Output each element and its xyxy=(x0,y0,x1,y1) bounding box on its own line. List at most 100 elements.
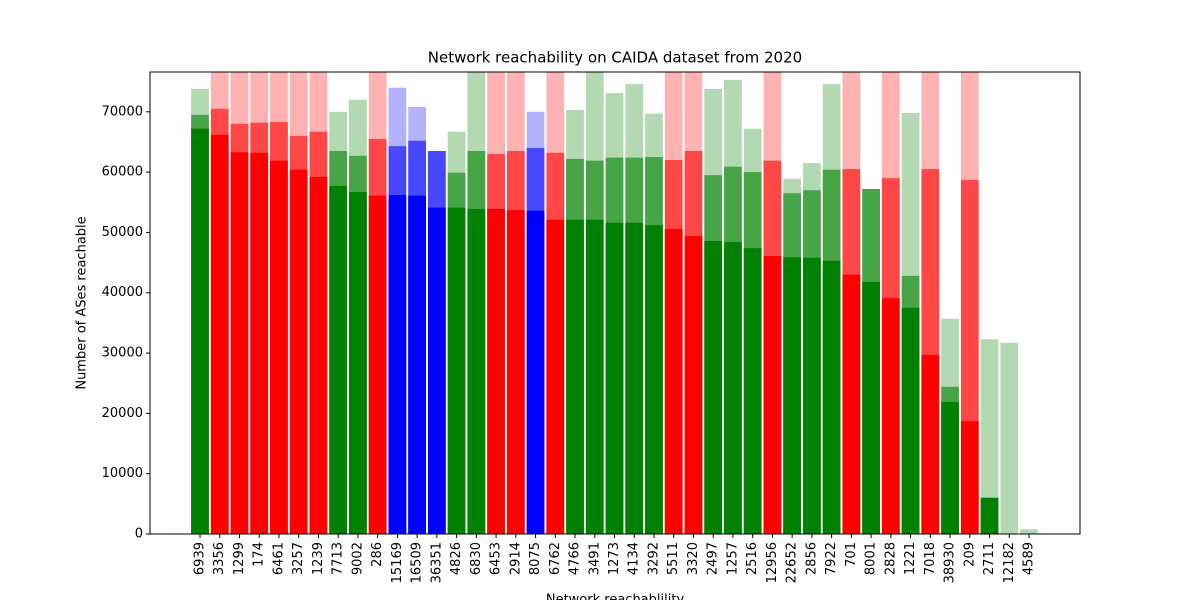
bar xyxy=(664,228,683,534)
y-tick-label: 50000 xyxy=(102,225,143,240)
y-tick-label: 20000 xyxy=(102,406,143,421)
x-tick-label: 286 xyxy=(370,542,385,567)
x-tick-label: 8001 xyxy=(864,542,879,575)
y-tick-label: 30000 xyxy=(102,346,143,361)
bar xyxy=(645,225,663,534)
bar xyxy=(822,260,841,534)
x-tick-label: 3491 xyxy=(587,542,602,575)
bar xyxy=(862,281,880,534)
bar xyxy=(704,240,723,534)
bar xyxy=(625,222,644,534)
x-tick-label: 9002 xyxy=(350,542,365,575)
bar xyxy=(743,248,762,534)
bar xyxy=(842,274,861,534)
x-tick-label: 4134 xyxy=(627,542,642,575)
bar xyxy=(289,169,308,534)
y-tick-label: 10000 xyxy=(102,466,143,481)
x-tick-label: 3320 xyxy=(686,542,701,575)
x-tick-label: 7922 xyxy=(824,542,839,575)
bar xyxy=(802,257,821,534)
x-tick-label: 22652 xyxy=(785,542,800,583)
bar xyxy=(526,210,545,534)
x-tick-label: 701 xyxy=(844,542,859,567)
bar xyxy=(684,236,703,534)
x-tick-label: 2914 xyxy=(508,542,523,575)
bar xyxy=(427,207,446,534)
bar xyxy=(250,152,269,534)
bar xyxy=(921,354,940,534)
bar xyxy=(1020,529,1038,534)
bar xyxy=(783,257,802,534)
x-tick-label: 4766 xyxy=(568,542,583,575)
chart-title: Network reachability on CAIDA dataset fr… xyxy=(428,49,802,67)
bar xyxy=(191,128,209,534)
x-tick-label: 4826 xyxy=(449,542,464,575)
bar xyxy=(566,219,584,534)
x-tick-label: 3356 xyxy=(212,542,227,575)
x-tick-label: 2711 xyxy=(982,542,997,575)
bar xyxy=(487,208,505,534)
bar xyxy=(467,208,486,534)
y-tick-label: 0 xyxy=(135,527,143,542)
bar xyxy=(309,176,328,534)
x-tick-label: 6453 xyxy=(489,542,504,575)
x-tick-label: 1239 xyxy=(311,542,326,575)
x-tick-label: 7018 xyxy=(923,542,938,575)
y-axis-label: Number of ASes reachable xyxy=(75,216,90,389)
y-tick-label: 60000 xyxy=(102,165,143,180)
bar xyxy=(980,497,999,534)
bar xyxy=(1000,342,1019,534)
x-axis-label: Network reachablility xyxy=(546,593,685,600)
bar xyxy=(960,421,979,534)
x-tick-label: 1299 xyxy=(232,542,247,575)
x-tick-label: 2516 xyxy=(745,542,760,575)
y-tick-label: 70000 xyxy=(102,104,143,119)
bar xyxy=(388,195,407,534)
bar xyxy=(605,222,624,534)
x-tick-label: 12182 xyxy=(1002,542,1017,583)
bar xyxy=(329,185,348,534)
bar xyxy=(901,307,920,534)
x-tick-label: 8075 xyxy=(528,542,543,575)
x-tick-label: 1221 xyxy=(903,542,918,575)
x-tick-label: 16509 xyxy=(410,542,425,583)
x-tick-label: 12956 xyxy=(765,542,780,583)
bar xyxy=(349,192,367,534)
bar xyxy=(585,219,604,534)
bar xyxy=(368,195,387,534)
y-tick-label: 40000 xyxy=(102,285,143,300)
bar xyxy=(763,255,782,534)
bar xyxy=(881,298,900,534)
x-tick-label: 174 xyxy=(252,542,267,567)
x-tick-label: 6939 xyxy=(193,542,208,575)
x-tick-label: 15169 xyxy=(390,542,405,583)
x-tick-label: 36351 xyxy=(429,542,444,583)
bar xyxy=(447,207,466,534)
x-tick-label: 2856 xyxy=(804,542,819,575)
bar xyxy=(210,134,229,534)
x-tick-label: 1273 xyxy=(607,542,622,575)
bars xyxy=(191,72,1038,534)
bar xyxy=(546,219,565,534)
bar xyxy=(230,152,249,534)
x-tick-label: 38930 xyxy=(943,542,958,583)
x-tick-label: 3257 xyxy=(291,542,306,575)
x-tick-label: 209 xyxy=(962,542,977,567)
bar xyxy=(980,339,999,534)
x-tick-label: 5511 xyxy=(666,542,681,575)
x-tick-label: 6830 xyxy=(469,542,484,575)
x-tick-label: 3292 xyxy=(646,542,661,575)
x-tick-label: 6762 xyxy=(548,542,563,575)
x-tick-label: 2497 xyxy=(706,542,721,575)
bar xyxy=(941,401,959,534)
bar xyxy=(270,160,288,534)
x-tick-label: 4589 xyxy=(1022,542,1037,575)
x-tick-label: 6461 xyxy=(271,542,286,575)
x-tick-label: 2828 xyxy=(883,542,898,575)
bar xyxy=(724,242,742,534)
bar xyxy=(408,195,427,534)
bar xyxy=(506,210,525,534)
x-tick-label: 7713 xyxy=(331,542,346,575)
x-tick-label: 1257 xyxy=(725,542,740,575)
